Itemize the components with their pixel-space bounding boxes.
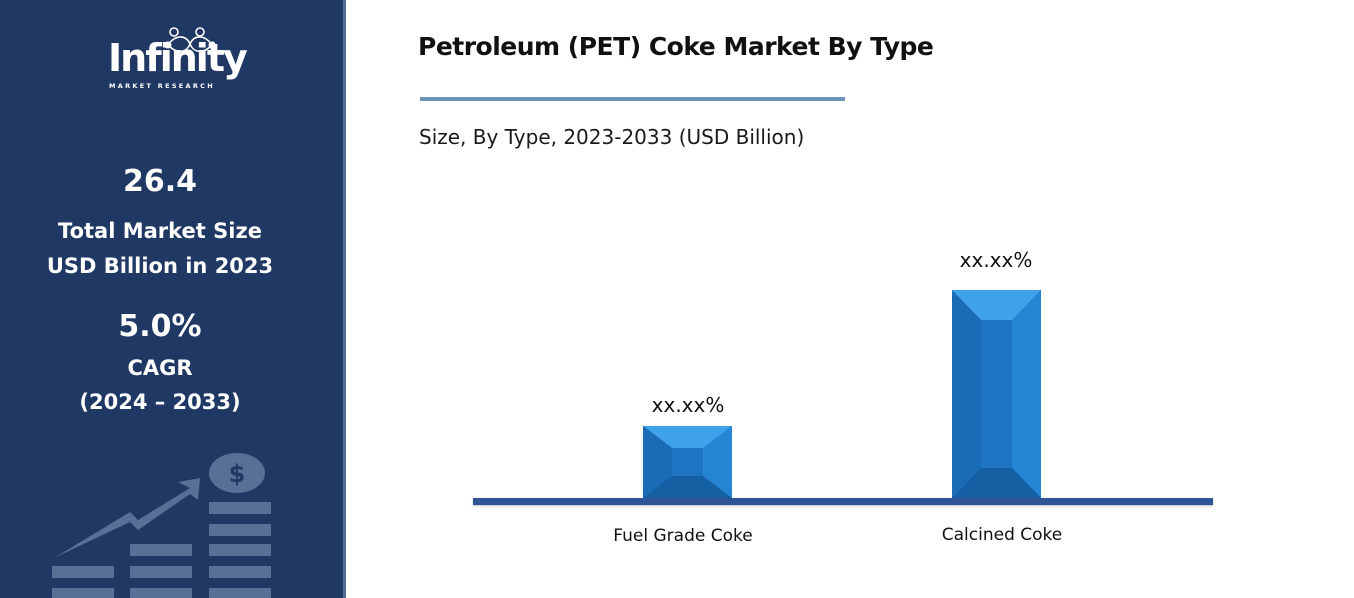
brand-logo: Infinity MARKET RESEARCH	[100, 24, 250, 94]
category-label: Fuel Grade Coke	[613, 526, 753, 546]
logo-wordmark: Infinity	[108, 36, 248, 80]
logo-infinity-icon	[164, 27, 216, 53]
market-size-unit-label: USD Billion in 2023	[46, 254, 274, 278]
title-underline	[420, 97, 845, 101]
cagr-label: CAGR	[127, 356, 193, 380]
bar-fuel-grade-coke	[643, 426, 732, 498]
chart-subtitle: Size, By Type, 2023-2033 (USD Billion)	[419, 125, 805, 149]
x-axis-line	[473, 498, 1213, 505]
market-size-value: 26.4	[122, 164, 198, 199]
bar-data-label: xx.xx%	[651, 393, 725, 417]
bar-data-label: xx.xx%	[959, 248, 1033, 272]
bar-calcined-coke	[952, 290, 1041, 498]
chart-title: Petroleum (PET) Coke Market By Type	[418, 32, 934, 61]
sidebar-edge	[343, 0, 346, 598]
svg-text:$: $	[229, 460, 246, 488]
growth-chart-dollar-icon: $	[52, 453, 271, 598]
market-size-label: Total Market Size	[58, 219, 262, 243]
cagr-value: 5.0%	[118, 309, 202, 344]
logo-tagline: MARKET RESEARCH	[109, 82, 215, 90]
sidebar-panel	[0, 0, 346, 598]
cagr-period: (2024 – 2033)	[79, 390, 241, 414]
category-label: Calcined Coke	[941, 525, 1063, 545]
